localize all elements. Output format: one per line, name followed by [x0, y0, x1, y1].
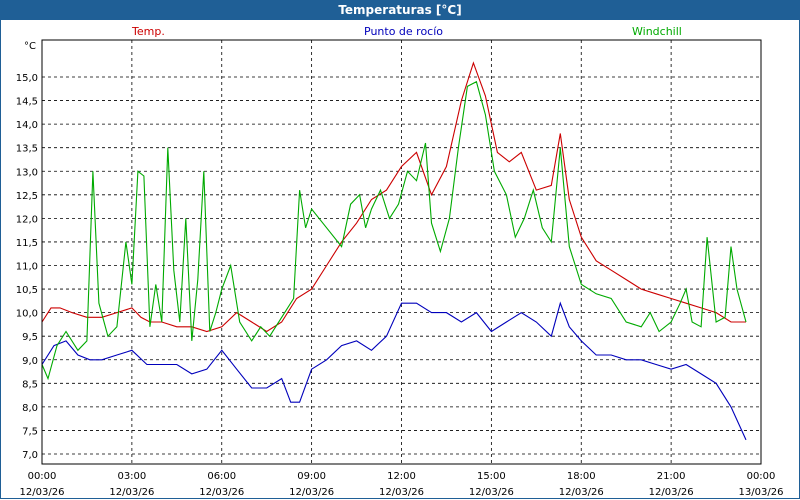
- x-tick-time: 12:00: [387, 471, 416, 482]
- x-tick-time: 15:00: [477, 471, 506, 482]
- y-tick-label: 11,5: [16, 238, 38, 249]
- x-tick-date: 12/03/26: [469, 487, 514, 498]
- y-tick-label: 13,5: [16, 144, 38, 155]
- y-tick-label: 8,0: [22, 403, 38, 414]
- y-tick-label: 7,0: [22, 450, 38, 461]
- x-tick-time: 06:00: [207, 471, 236, 482]
- x-tick-date: 12/03/26: [199, 487, 244, 498]
- x-tick-date: 12/03/26: [379, 487, 424, 498]
- series-line-punto-de-roc-o: [41, 301, 747, 441]
- y-tick-label: 9,5: [22, 332, 38, 343]
- y-tick-label: 14,5: [16, 97, 38, 108]
- legend-temp: Temp.: [132, 25, 165, 38]
- series-line-windchill: [41, 80, 747, 381]
- y-tick-label: 10,5: [16, 285, 38, 296]
- x-tick-time: 21:00: [657, 471, 686, 482]
- y-tick-label: 9,0: [22, 356, 38, 367]
- y-tick-label: 14,0: [16, 120, 38, 131]
- x-tick-time: 00:00: [747, 471, 776, 482]
- x-tick-time: 18:00: [567, 471, 596, 482]
- x-tick-date: 12/03/26: [289, 487, 334, 498]
- y-tick-label: 8,5: [22, 379, 38, 390]
- x-tick-time: 00:00: [28, 471, 57, 482]
- y-axis-ticks: 7,0 7,5 8,0 8,5 9,0 9,5 10,0 10,5 11,0 11,5 12,0 12…: [16, 73, 38, 461]
- y-tick-label: 11,0: [16, 262, 38, 273]
- series-line-temp-: [41, 61, 746, 333]
- x-tick-date: 12/03/26: [109, 487, 154, 498]
- chart-grid: [42, 40, 761, 464]
- y-tick-label: 13,0: [16, 167, 38, 178]
- y-tick-label: 12,5: [16, 191, 38, 202]
- x-tick-time: 09:00: [297, 471, 326, 482]
- y-tick-label: 15,0: [16, 73, 38, 84]
- window-title: Temperaturas [°C]: [338, 3, 462, 17]
- x-tick-date: 12/03/26: [20, 487, 65, 498]
- y-tick-label: 12,0: [16, 214, 38, 225]
- plot-border: [41, 39, 762, 465]
- title-bar: Temperaturas [°C]: [0, 0, 800, 20]
- x-tick-date: 12/03/26: [649, 487, 694, 498]
- legend-dewpoint: Punto de rocío: [364, 25, 444, 38]
- legend-windchill: Windchill: [632, 25, 682, 38]
- x-tick-date: 13/03/26: [739, 487, 784, 498]
- x-tick-date: 12/03/26: [559, 487, 604, 498]
- x-axis-ticks: 00:00 12/03/26 03:00 12/03/26 06:00 12/03/26 0…: [20, 471, 784, 498]
- series-lines: [41, 61, 747, 441]
- x-tick-time: 03:00: [117, 471, 146, 482]
- y-tick-label: 7,5: [22, 426, 38, 437]
- y-axis-unit-label: °C: [24, 41, 36, 52]
- y-tick-label: 10,0: [16, 309, 38, 320]
